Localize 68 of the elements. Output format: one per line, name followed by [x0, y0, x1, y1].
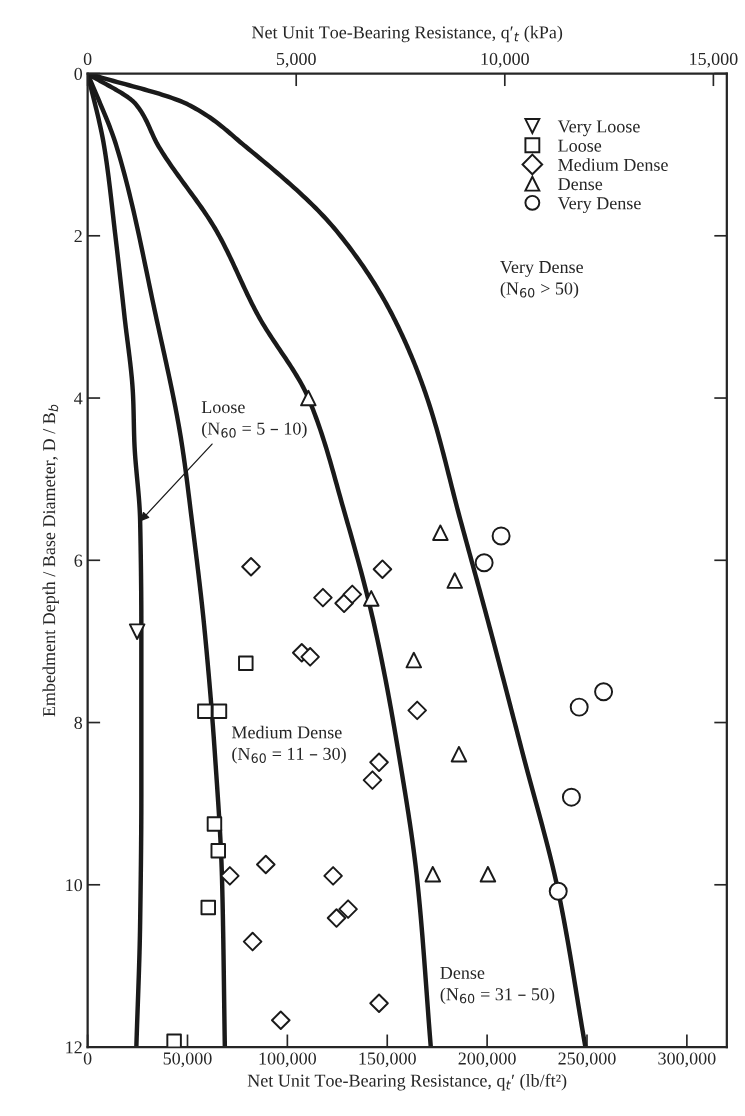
- point: [548, 881, 568, 901]
- point: [369, 993, 389, 1013]
- point: [128, 623, 146, 640]
- point: [405, 651, 423, 669]
- x-tick-label: 150,000: [359, 1052, 416, 1068]
- legend-label: Very Loose: [557, 120, 640, 137]
- point: [446, 572, 464, 589]
- point: [450, 745, 468, 763]
- y-tick-label: 8: [74, 716, 83, 729]
- annotation: Dense (N$_{60}$ = 31 – 50): [440, 966, 555, 1005]
- x-tick-label: 100,000: [259, 1052, 317, 1068]
- x-tick-label: 50,000: [163, 1052, 212, 1068]
- point: [210, 842, 226, 859]
- point: [338, 899, 358, 919]
- x-tick-label: 200,000: [458, 1052, 516, 1068]
- point: [323, 866, 343, 886]
- x-tick-label: 300,000: [658, 1052, 716, 1068]
- y-tick-label: 10: [66, 879, 83, 892]
- legend-label: Medium Dense: [558, 158, 668, 171]
- y-tick-label: 6: [74, 554, 83, 567]
- point: [432, 524, 449, 541]
- point: [342, 584, 363, 605]
- point: [491, 526, 511, 546]
- x-tick-label: 0: [83, 1052, 92, 1065]
- point: [407, 700, 427, 721]
- point: [242, 931, 263, 952]
- y-tick-label: 4: [74, 392, 83, 405]
- point: [594, 682, 614, 702]
- y-axis-title: Embedment Depth / Base Diameter, D / B$_{b}$: [42, 404, 59, 717]
- point: [424, 865, 442, 883]
- point: [206, 816, 223, 832]
- point: [256, 854, 276, 875]
- point: [241, 557, 261, 577]
- annotation: Very Dense (N$_{60}$ > 50): [500, 261, 583, 299]
- point: [300, 647, 320, 667]
- point: [474, 553, 494, 573]
- point: [238, 655, 254, 672]
- legend-label: Loose: [558, 139, 602, 152]
- point: [313, 587, 333, 608]
- x2-tick-label: 0: [83, 52, 92, 66]
- annotation: Medium Dense (N$_{60}$ = 11 – 30): [231, 725, 346, 764]
- point: [372, 559, 393, 579]
- point: [300, 389, 317, 407]
- x2-tick-label: 15,000: [690, 52, 738, 68]
- point: [479, 865, 497, 883]
- x2-tick-label: 5,000: [276, 52, 316, 68]
- y-tick-label: 2: [74, 230, 82, 243]
- point: [211, 703, 228, 719]
- point: [166, 1033, 182, 1048]
- point: [362, 770, 383, 790]
- x2-tick-label: 10,000: [481, 52, 529, 68]
- point: [561, 787, 581, 807]
- point: [271, 1010, 291, 1031]
- y-tick-label: 0: [74, 67, 83, 80]
- x-axis-title: Net Unit Toe-Bearing Resistance, q$_{t}$′ (lb/ft²): [247, 1073, 567, 1091]
- point: [197, 703, 213, 719]
- legend-label: Dense: [558, 178, 603, 191]
- x2-axis-title: Net Unit Toe-Bearing Resistance, q′$_{t}$ (kPa): [252, 25, 563, 43]
- point: [326, 908, 347, 928]
- point: [569, 697, 589, 717]
- point: [200, 899, 216, 916]
- y-tick-label: 12: [66, 1041, 82, 1054]
- point: [220, 866, 240, 886]
- annotation: Loose (N$_{60}$ = 5 – 10): [201, 401, 307, 439]
- point: [369, 752, 389, 773]
- point: [363, 590, 380, 607]
- x-tick-label: 250,000: [558, 1052, 616, 1068]
- legend-label: Very Dense: [557, 197, 641, 214]
